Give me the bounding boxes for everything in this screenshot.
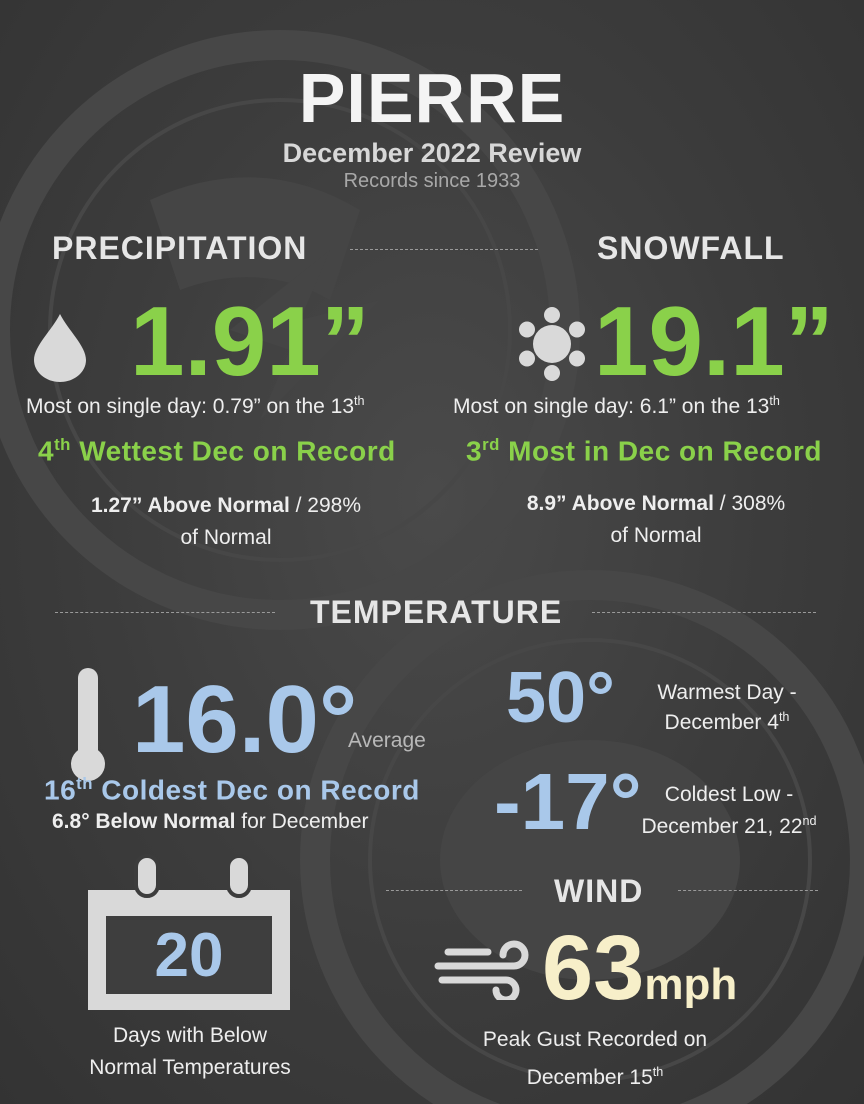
precipitation-single-day: Most on single day: 0.79” on the 13th bbox=[26, 394, 365, 418]
peak-gust-label: Peak Gust Recorded on December 15th bbox=[482, 1028, 708, 1089]
precipitation-rank: 4th Wettest Dec on Record bbox=[38, 435, 396, 467]
temperature-heading: TEMPERATURE bbox=[310, 594, 563, 630]
wind-heading: WIND bbox=[554, 873, 644, 909]
header-divider bbox=[350, 249, 538, 250]
below-normal-days-count: 20 bbox=[154, 921, 224, 990]
records-since: Records since 1933 bbox=[343, 170, 521, 192]
snowfall-total: 19.1” bbox=[594, 286, 834, 396]
temperature-divider-right bbox=[592, 612, 816, 613]
below-normal-days-label: Days with Below Normal Temperatures bbox=[89, 1024, 291, 1079]
wind-divider-left bbox=[386, 890, 522, 891]
snowfall-rank: 3rd Most in Dec on Record bbox=[466, 435, 823, 467]
precipitation-normal: 1.27” Above Normal / 298% of Normal bbox=[90, 494, 361, 549]
warmest-value: 50° bbox=[506, 658, 615, 738]
thermometer-icon bbox=[71, 668, 105, 781]
precipitation-heading: PRECIPITATION bbox=[52, 230, 308, 266]
snowfall-single-day: Most on single day: 6.1” on the 13th bbox=[453, 394, 780, 418]
peak-gust: 63mph bbox=[542, 917, 738, 1019]
precipitation-total: 1.91” bbox=[130, 286, 370, 396]
raindrop-icon bbox=[34, 314, 86, 382]
temperature-average: 16.0° bbox=[132, 666, 358, 773]
coldest-low-label: Coldest Low - December 21, 22nd bbox=[641, 783, 817, 838]
temperature-below-normal: 6.8° Below Normal for December bbox=[52, 810, 369, 833]
wind-divider-right bbox=[678, 890, 818, 891]
temperature-rank: 16th Coldest Dec on Record bbox=[44, 774, 420, 806]
average-label: Average bbox=[348, 729, 426, 752]
snowfall-normal: 8.9” Above Normal / 308% of Normal bbox=[526, 492, 786, 547]
city-title: PIERRE bbox=[298, 59, 566, 137]
temperature-divider-left bbox=[55, 612, 275, 613]
calendar-icon bbox=[88, 854, 290, 1010]
wind-icon bbox=[434, 940, 529, 1000]
warmest-day-label: Warmest Day - December 4th bbox=[657, 681, 797, 734]
snowfall-heading: SNOWFALL bbox=[597, 230, 785, 266]
coldest-value: -17° bbox=[494, 757, 642, 846]
report-subtitle: December 2022 Review bbox=[282, 138, 582, 168]
snowflake-icon bbox=[519, 307, 585, 381]
